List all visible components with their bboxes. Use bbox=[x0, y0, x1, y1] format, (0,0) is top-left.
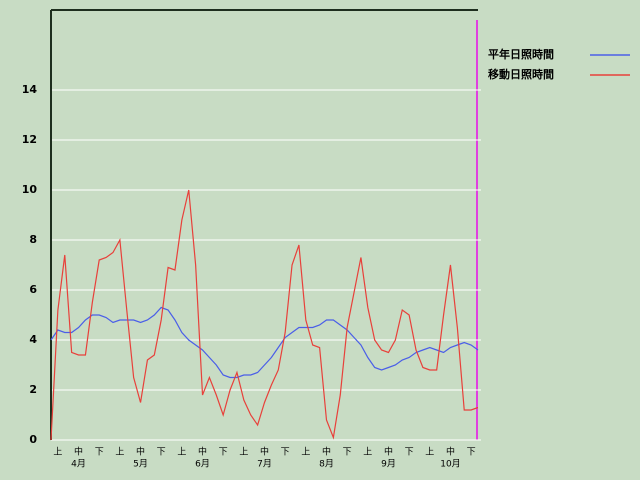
x-tick-label: 下 bbox=[219, 448, 228, 458]
month-label: 6月 bbox=[195, 459, 210, 470]
month-label: 10月 bbox=[440, 459, 460, 470]
x-tick-label: 中 bbox=[446, 446, 455, 458]
month-label: 5月 bbox=[133, 459, 148, 470]
y-tick-label: 12 bbox=[22, 133, 37, 146]
x-tick-label: 上 bbox=[177, 447, 186, 458]
x-tick-label: 上 bbox=[425, 447, 434, 458]
x-tick-label: 下 bbox=[343, 448, 352, 458]
y-tick-label: 8 bbox=[29, 233, 37, 246]
x-tick-label: 下 bbox=[281, 448, 290, 458]
y-tick-label: 0 bbox=[29, 433, 37, 446]
x-tick-label: 中 bbox=[384, 446, 393, 458]
x-tick-label: 上 bbox=[239, 447, 248, 458]
y-tick-label: 4 bbox=[29, 333, 37, 346]
series-line bbox=[50, 306, 479, 379]
month-label: 7月 bbox=[257, 459, 272, 470]
month-label: 8月 bbox=[319, 459, 334, 470]
x-tick-label: 中 bbox=[74, 446, 83, 458]
x-tick-label: 下 bbox=[467, 448, 476, 458]
x-tick-label: 下 bbox=[95, 448, 104, 458]
x-tick-label: 下 bbox=[405, 448, 414, 458]
x-tick-label: 上 bbox=[115, 447, 124, 458]
x-tick-label: 中 bbox=[136, 446, 145, 458]
x-tick-label: 中 bbox=[260, 446, 269, 458]
legend-label: 移動日照時間 bbox=[488, 67, 554, 81]
month-label: 9月 bbox=[381, 459, 396, 470]
y-tick-label: 10 bbox=[22, 183, 38, 196]
month-label: 4月 bbox=[71, 459, 86, 470]
x-tick-label: 上 bbox=[301, 447, 310, 458]
x-tick-label: 中 bbox=[198, 446, 207, 458]
y-tick-label: 14 bbox=[22, 83, 38, 96]
y-tick-label: 2 bbox=[29, 383, 37, 396]
x-tick-label: 中 bbox=[322, 446, 331, 458]
series-line bbox=[50, 189, 479, 441]
x-tick-label: 上 bbox=[53, 447, 62, 458]
x-tick-label: 下 bbox=[157, 448, 166, 458]
y-tick-label: 6 bbox=[29, 283, 37, 296]
x-tick-label: 上 bbox=[363, 447, 372, 458]
legend-label: 平年日照時間 bbox=[488, 47, 554, 61]
